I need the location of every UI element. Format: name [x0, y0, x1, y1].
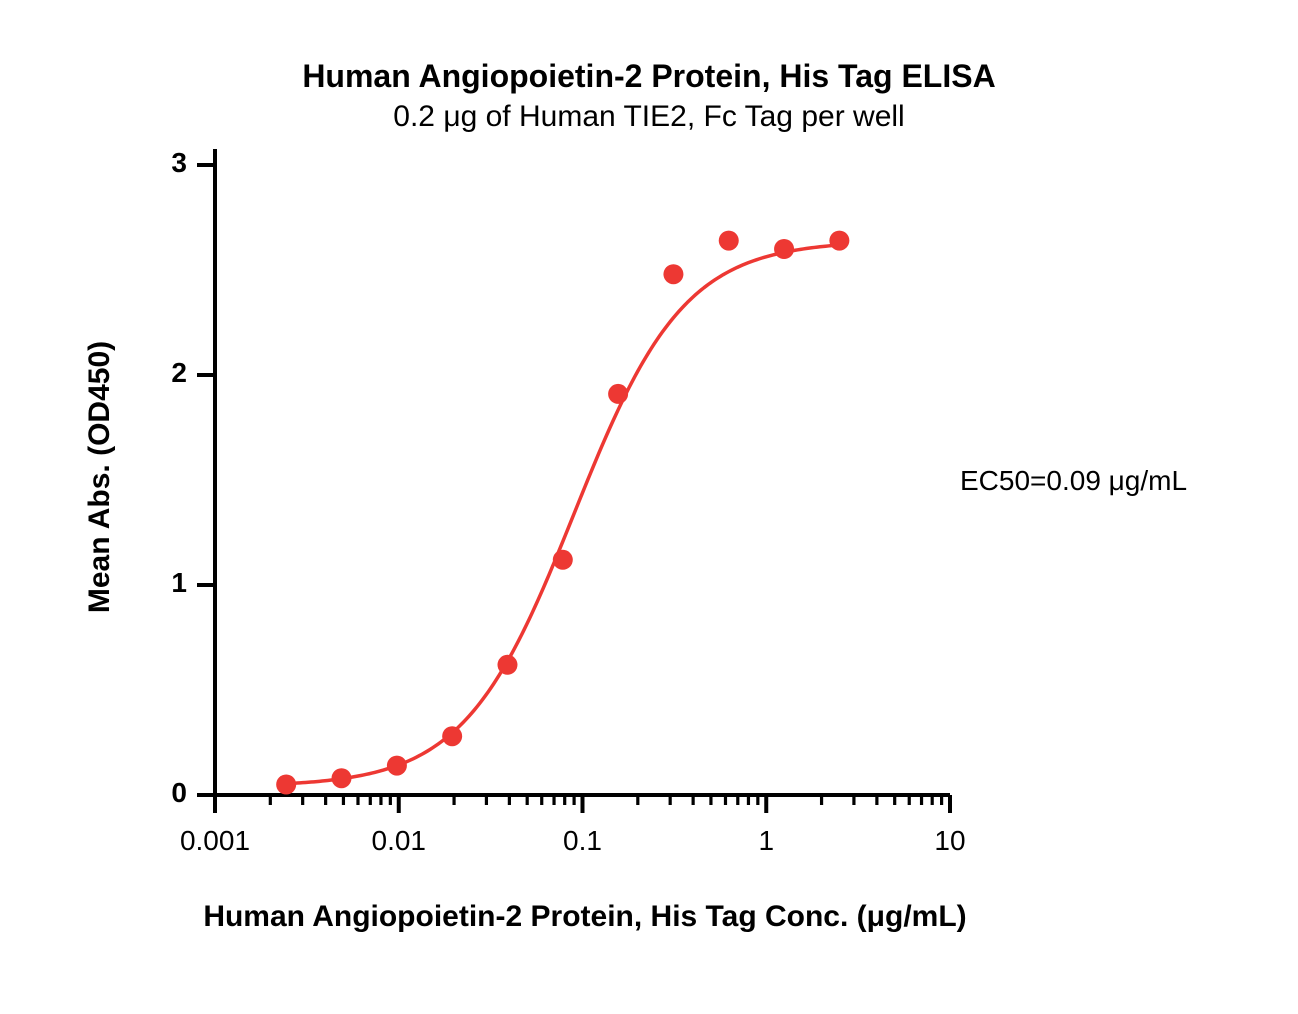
data-point — [331, 768, 351, 788]
data-point — [442, 726, 462, 746]
x-tick-label: 1 — [706, 825, 826, 857]
x-axis-label: Human Angiopoietin-2 Protein, His Tag Co… — [170, 900, 1000, 934]
data-point — [829, 231, 849, 251]
data-point — [719, 231, 739, 251]
x-tick-label: 0.01 — [339, 825, 459, 857]
chart-canvas: Human Angiopoietin-2 Protein, His Tag EL… — [0, 0, 1298, 1014]
y-tick-label: 2 — [137, 357, 187, 389]
plot-svg — [0, 0, 1298, 1014]
data-point — [497, 655, 517, 675]
data-point — [553, 550, 573, 570]
data-point — [276, 775, 296, 795]
data-point — [663, 264, 683, 284]
x-tick-label: 0.001 — [155, 825, 275, 857]
fitted-curve — [286, 245, 839, 784]
x-tick-label: 0.1 — [523, 825, 643, 857]
ec50-annotation: EC50=0.09 μg/mL — [960, 465, 1187, 497]
y-tick-label: 3 — [137, 147, 187, 179]
y-tick-label: 1 — [137, 567, 187, 599]
x-tick-label: 10 — [890, 825, 1010, 857]
y-tick-label: 0 — [137, 777, 187, 809]
data-point — [387, 756, 407, 776]
data-point — [608, 384, 628, 404]
y-axis-label: Mean Abs. (OD450) — [83, 327, 117, 627]
data-point — [774, 239, 794, 259]
